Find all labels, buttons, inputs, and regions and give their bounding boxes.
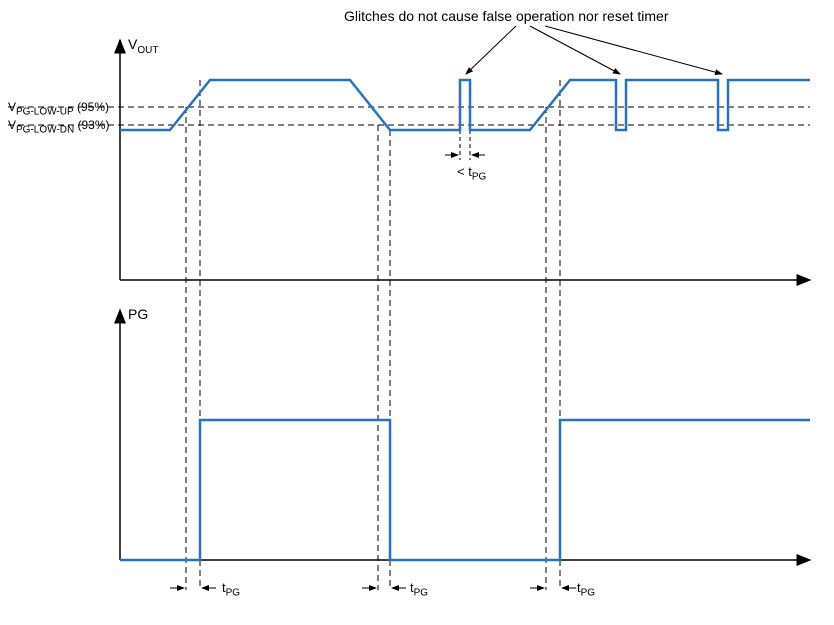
annot-arrow-3 (545, 26, 722, 74)
pg-signal (120, 420, 810, 560)
diagram-svg (0, 0, 834, 625)
annot-arrow-2 (530, 26, 620, 74)
timing-diagram: Glitches do not cause false operation no… (0, 0, 834, 625)
vout-signal (120, 80, 810, 130)
annot-arrow-1 (466, 26, 516, 74)
